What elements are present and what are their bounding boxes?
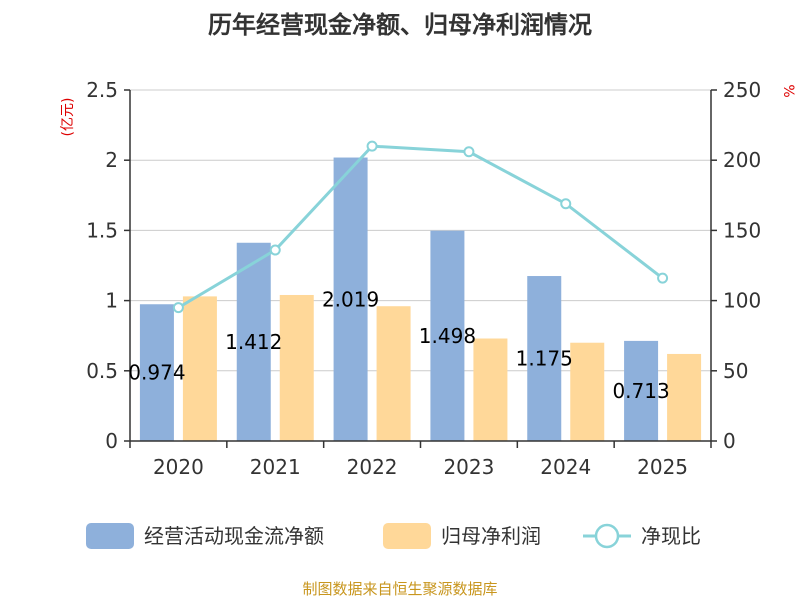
left-axis-tick-label: 1 <box>105 289 118 313</box>
bar-net-profit <box>570 342 605 441</box>
x-axis-category-label: 2023 <box>443 455 494 479</box>
line-point <box>269 244 281 256</box>
data-label: 0.713 <box>612 379 669 403</box>
bars-layer <box>139 157 702 441</box>
legend-swatch-marker <box>594 523 620 549</box>
right-axis-tick-label: 0 <box>723 429 736 453</box>
line-point <box>463 146 475 158</box>
left-axis-tick-label: 0.5 <box>86 359 118 383</box>
bar-cash-flow <box>430 230 465 441</box>
bar-net-profit <box>279 294 314 441</box>
right-axis-tick-label: 200 <box>723 148 761 172</box>
legend-label-net-cash-ratio: 净现比 <box>641 524 701 548</box>
bar-cash-flow <box>236 242 271 441</box>
axes-layer: 0 0 0.5 50 1 100 1.5 150 2 200 2.5 250 2020 2021 2022 2… <box>86 78 761 479</box>
legend-label-net-profit: 归母净利润 <box>441 524 541 548</box>
line-point <box>560 198 572 210</box>
bar-cash-flow <box>624 340 659 441</box>
left-axis-tick-label: 2 <box>105 148 118 172</box>
x-axis-category-label: 2025 <box>637 455 688 479</box>
left-axis-unit: (亿元) <box>60 98 76 137</box>
data-label: 1.175 <box>516 347 573 371</box>
bar-net-profit <box>667 353 702 441</box>
bar-cash-flow <box>139 304 174 441</box>
bar-net-profit <box>182 296 217 441</box>
source-note: 制图数据来自恒生聚源数据库 <box>302 580 497 598</box>
bar-net-profit <box>473 338 508 441</box>
left-axis-tick-label: 2.5 <box>86 78 118 102</box>
legend-swatch-net-profit <box>383 523 431 549</box>
right-axis-tick-label: 150 <box>723 218 761 242</box>
gridlines <box>130 89 711 372</box>
right-axis-tick-label: 50 <box>723 359 748 383</box>
line-layer <box>172 140 669 314</box>
left-axis-tick-label: 1.5 <box>86 218 118 242</box>
x-axis-category-label: 2020 <box>153 455 204 479</box>
data-label: 1.498 <box>419 324 476 348</box>
bar-cash-flow <box>527 276 562 441</box>
x-axis-category-label: 2024 <box>540 455 591 479</box>
legend: 经营活动现金流净额 归母净利润 净现比 <box>86 523 701 549</box>
line-point <box>657 272 669 284</box>
legend-label-cash-flow: 经营活动现金流净额 <box>144 524 324 548</box>
right-axis-unit: % <box>780 84 796 97</box>
line-point <box>172 302 184 314</box>
right-axis-tick-label: 100 <box>723 289 761 313</box>
legend-swatch-cash-flow <box>86 523 134 549</box>
x-axis-category-label: 2022 <box>347 455 398 479</box>
data-label: 2.019 <box>322 287 379 311</box>
line-point <box>366 140 378 152</box>
left-axis-tick-label: 0 <box>105 429 118 453</box>
data-labels-layer: 0.974 1.412 2.019 1.498 1.175 0.713 <box>128 287 669 403</box>
right-axis-tick-label: 250 <box>723 78 761 102</box>
data-label: 0.974 <box>128 361 185 385</box>
bar-net-profit <box>376 306 411 441</box>
line-net-cash-ratio <box>177 144 664 309</box>
chart-title: 历年经营现金净额、归母净利润情况 <box>208 11 592 39</box>
bar-cash-flow <box>333 157 368 441</box>
data-label: 1.412 <box>225 330 282 354</box>
x-axis-category-label: 2021 <box>250 455 301 479</box>
